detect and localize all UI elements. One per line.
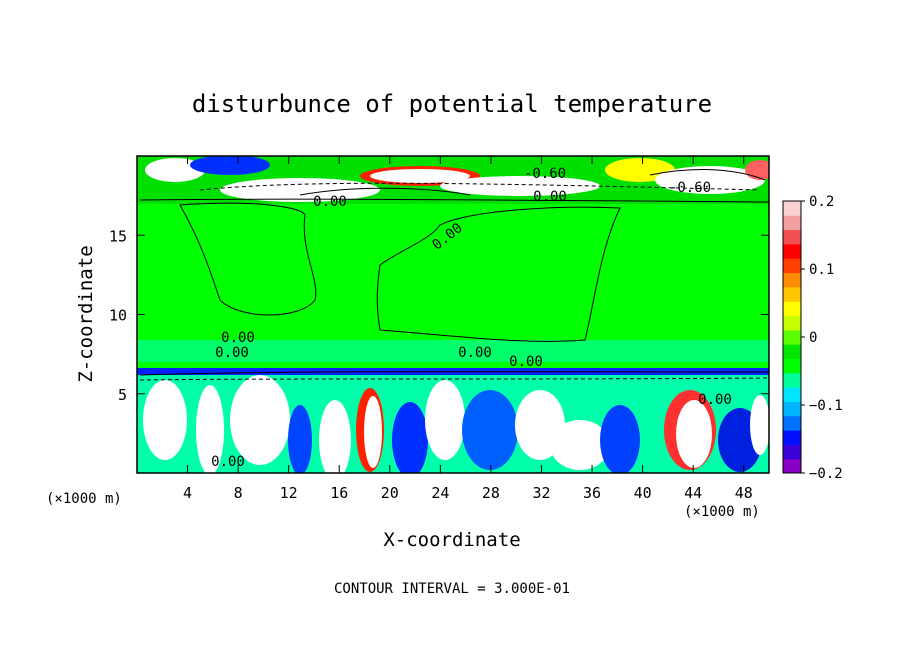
contour-label: -0.60 <box>524 166 566 182</box>
colorbar-swatch <box>783 387 801 402</box>
contour-label: 0.00 <box>221 330 255 346</box>
colorbar-swatch <box>783 415 801 431</box>
x-tick-label: 40 <box>634 484 652 502</box>
colorbar: 0.2 0.1 0 −0.1 −0.2 <box>782 194 843 482</box>
y-axis-label: Z-coordinate <box>75 245 97 382</box>
colorbar-swatch <box>783 344 801 359</box>
x-tick-label: 4 <box>183 484 192 502</box>
x-tick-label: 36 <box>583 484 601 502</box>
colorbar-swatch <box>783 358 801 374</box>
x-tick-label: 12 <box>280 484 298 502</box>
contour-label: 0.00 <box>458 345 492 361</box>
y-tick-label: 10 <box>109 307 127 325</box>
colorbar-tick-label: −0.1 <box>809 398 843 414</box>
colorbar-tick-label: 0.2 <box>809 194 834 210</box>
contour-label: 0.00 <box>698 392 732 408</box>
y-tick-label: 5 <box>118 386 127 404</box>
colorbar-swatch <box>783 201 801 216</box>
upper-blobs <box>145 156 769 202</box>
x-tick-label: 32 <box>532 484 550 502</box>
colorbar-swatch <box>783 258 801 274</box>
band-cyan <box>137 340 769 362</box>
contour-label: 0.00 <box>509 354 543 370</box>
colorbar-swatch <box>783 430 801 445</box>
contour-label: -0.60 <box>669 180 711 196</box>
x-unit-left: (×1000 m) <box>46 491 122 507</box>
x-tick-label: 44 <box>684 484 702 502</box>
x-axis-ticks: 4 8 12 16 20 24 28 32 36 40 44 48 <box>183 156 753 502</box>
x-tick-label: 28 <box>482 484 500 502</box>
contour-label: 0.00 <box>211 454 245 470</box>
colorbar-swatch <box>783 272 801 288</box>
colorbar-swatch <box>783 229 801 245</box>
x-tick-label: 16 <box>330 484 348 502</box>
colorbar-swatch <box>783 372 801 388</box>
x-unit-right: (×1000 m) <box>684 504 760 520</box>
x-tick-label: 8 <box>234 484 243 502</box>
contour-label: 0.00 <box>533 189 567 205</box>
contour-label: 0.00 <box>215 345 249 361</box>
x-tick-label: 24 <box>431 484 449 502</box>
y-axis-ticks: 5 10 15 <box>109 227 769 404</box>
lower-blobs <box>143 375 769 473</box>
contour-interval-note: CONTOUR INTERVAL = 3.000E-01 <box>334 581 570 597</box>
colorbar-swatch <box>783 315 801 331</box>
colorbar-swatch <box>783 458 801 474</box>
colorbar-swatch <box>783 286 801 302</box>
contour-label: 0.00 <box>313 194 347 210</box>
y-tick-label: 15 <box>109 227 127 245</box>
colorbar-swatch <box>783 444 801 460</box>
colorbar-swatch <box>783 215 801 231</box>
colorbar-swatch <box>783 329 801 345</box>
x-tick-label: 48 <box>735 484 753 502</box>
colorbar-swatch <box>783 401 801 417</box>
colorbar-swatch <box>783 243 801 259</box>
x-axis-label: X-coordinate <box>383 529 520 551</box>
x-tick-label: 20 <box>381 484 399 502</box>
plot-area <box>137 156 769 473</box>
contour-lines <box>139 169 769 381</box>
colorbar-swatch <box>783 301 801 317</box>
colorbar-tick-label: −0.2 <box>809 466 843 482</box>
chart-title: disturbunce of potential temperature <box>192 90 712 118</box>
colorbar-tick-label: 0 <box>809 330 817 346</box>
colorbar-tick-label: 0.1 <box>809 262 834 278</box>
